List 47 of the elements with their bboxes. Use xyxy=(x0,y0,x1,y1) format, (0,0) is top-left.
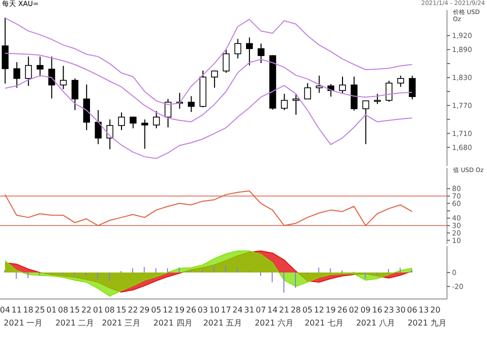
x-tick-label: 10 xyxy=(209,306,220,315)
x-tick-label: 11 xyxy=(12,306,22,315)
x-tick-label: 05 xyxy=(302,306,313,315)
x-tick-label: 31 xyxy=(244,306,254,315)
x-tick-label: 23 xyxy=(384,306,394,315)
x-tick-label: 13 xyxy=(418,306,429,315)
x-tick-label: 16 xyxy=(372,306,382,315)
x-tick-label: 08 xyxy=(104,306,115,315)
x-tick-label: 12 xyxy=(314,306,324,315)
x-tick-label: 26 xyxy=(186,306,196,315)
text: 2021 五月 xyxy=(203,318,242,328)
x-tick-label: 21 xyxy=(279,306,290,315)
x-tick-label: 17 xyxy=(220,306,232,315)
text: 2021 九月 xyxy=(408,318,447,328)
x-tick-label: 04 xyxy=(0,306,10,315)
x-tick-label: 06 xyxy=(407,306,418,315)
x-tick-label: 19 xyxy=(326,306,336,315)
x-tick-label: 19 xyxy=(174,306,185,315)
x-tick-label: 22 xyxy=(81,306,92,315)
text: 2021 二月 xyxy=(55,318,94,328)
text: 2021 三月 xyxy=(102,318,141,328)
x-tick-label: 08 xyxy=(58,306,68,315)
x-tick-label: 02 xyxy=(348,306,360,315)
x-tick-label: 07 xyxy=(256,306,266,315)
x-tick-label: 28 xyxy=(290,306,301,315)
text: 2021 四月 xyxy=(153,318,192,328)
x-tick-label: 30 xyxy=(395,306,406,315)
x-tick-label: 29 xyxy=(139,306,150,315)
x-tick-label: 18 xyxy=(23,306,34,315)
x-tick-label: 09 xyxy=(360,306,371,315)
text: 2021 八月 xyxy=(356,318,395,328)
text: 2021 六月 xyxy=(254,318,294,328)
x-tick-label: 03 xyxy=(198,306,208,315)
x-tick-label: 15 xyxy=(70,306,80,315)
x-tick-label: 12 xyxy=(162,306,173,315)
x-tick-label: 20 xyxy=(430,306,440,315)
x-tick-label: 15 xyxy=(116,306,126,315)
x-tick-label: 01 xyxy=(46,306,57,315)
x-tick-label: 24 xyxy=(232,306,243,315)
x-tick-label: 01 xyxy=(92,306,104,315)
text: 2021 一月 xyxy=(4,318,43,328)
x-tick-label: 05 xyxy=(151,306,162,315)
text: 2021 七月 xyxy=(304,318,344,328)
x-tick-label: 25 xyxy=(34,306,45,315)
x-tick-label: 26 xyxy=(337,306,348,315)
x-tick-label: 22 xyxy=(128,306,138,315)
x-tick-label: 14 xyxy=(267,306,278,315)
